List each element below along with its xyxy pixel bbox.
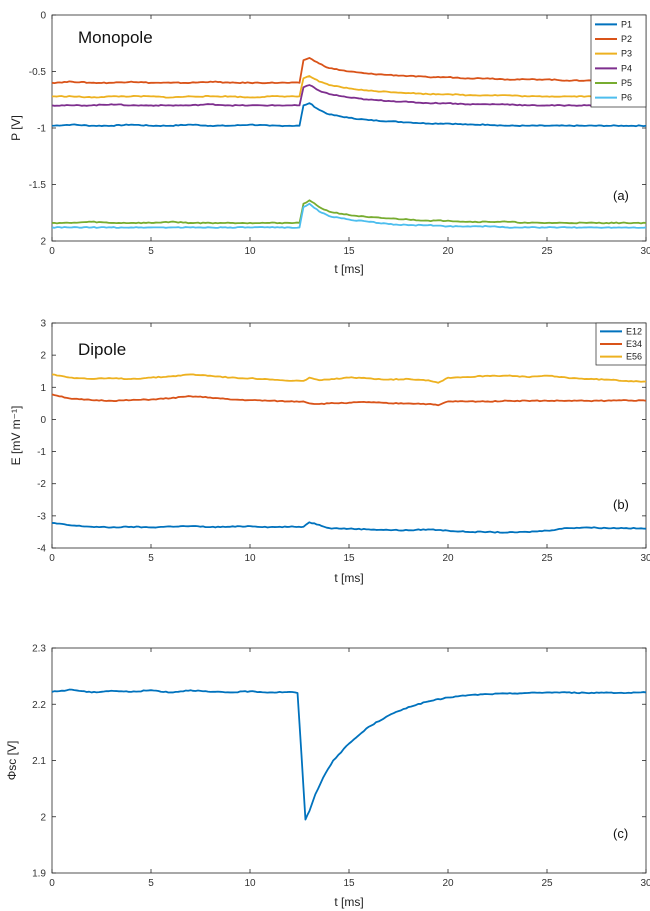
- x-tick-label: 20: [442, 246, 454, 257]
- legend-box: [590, 14, 647, 108]
- x-tick-label: 10: [244, 878, 256, 889]
- x-tick-label: 30: [640, 246, 650, 257]
- chart-panel-1: 0 5 10 15 20 25 30 0 -0.5 -1 -1.5 2 t [ms] P [V] Monop…: [9, 11, 650, 277]
- series-line-p1: [51, 102, 647, 128]
- plot-area: [51, 322, 647, 549]
- y-tick-label: 2: [40, 812, 46, 823]
- x-tick-label: 5: [148, 878, 154, 889]
- x-tick-label: 20: [442, 553, 454, 564]
- x-tick-label: 5: [148, 246, 154, 257]
- y-tick-label: -1: [37, 124, 46, 135]
- y-axis-label: Φsc [V]: [5, 741, 19, 781]
- series-line-p4: [51, 84, 647, 107]
- y-tick-label: -0.5: [29, 67, 47, 78]
- y-tick-label: -2: [37, 479, 46, 490]
- legend-label-p3: P3: [621, 49, 632, 59]
- x-tick-label: 30: [640, 553, 650, 564]
- x-tick-label: 0: [49, 553, 55, 564]
- series-line-e12: [51, 521, 647, 534]
- y-tick-label: -1.5: [29, 180, 47, 191]
- chart-title: Dipole: [78, 340, 126, 359]
- series-line-p3: [51, 75, 647, 99]
- legend-label-p2: P2: [621, 34, 632, 44]
- x-tick-label: 10: [244, 246, 256, 257]
- x-tick-label: 15: [343, 246, 355, 257]
- y-tick-label: 0: [40, 415, 46, 426]
- y-tick-label: 2: [40, 351, 46, 362]
- y-tick-label: -4: [37, 544, 46, 555]
- x-axis-label: t [ms]: [334, 895, 363, 909]
- y-tick-label: 2: [40, 237, 46, 248]
- x-tick-label: 15: [343, 553, 355, 564]
- x-tick-label: 15: [343, 878, 355, 889]
- series-line-p2: [51, 57, 647, 85]
- x-tick-label: 25: [541, 878, 553, 889]
- plot-area: [51, 647, 647, 874]
- series-line-e34: [51, 393, 647, 407]
- x-axis-label: t [ms]: [334, 262, 363, 276]
- series-line-phisc: [51, 688, 647, 821]
- x-tick-label: 5: [148, 553, 154, 564]
- series-line-p5: [51, 199, 647, 225]
- legend-label-p4: P4: [621, 63, 632, 73]
- y-tick-label: 0: [40, 11, 46, 22]
- panel-label: (c): [613, 826, 628, 841]
- chart-panel-3: 0 5 10 15 20 25 30 2.3 2.2 2.1 2 1.9 t [ms] Φsc [V] (c…: [5, 644, 650, 910]
- chart-title: Monopole: [78, 28, 153, 47]
- y-axis-label: P [V]: [9, 115, 23, 141]
- x-tick-label: 0: [49, 878, 55, 889]
- legend-label-p1: P1: [621, 19, 632, 29]
- legend: P1 P2 P3 P4 P5 P6: [590, 14, 647, 108]
- y-tick-label: 2.2: [32, 700, 46, 711]
- x-tick-label: 20: [442, 878, 454, 889]
- legend: E12 E34 E56: [595, 322, 647, 366]
- panel-label: (b): [613, 497, 629, 512]
- plot-area: [51, 14, 647, 242]
- y-tick-label: 3: [40, 319, 46, 330]
- legend-label-e56: E56: [626, 352, 642, 362]
- series-line-p6: [51, 202, 647, 229]
- legend-label-e34: E34: [626, 339, 642, 349]
- y-tick-label: -1: [37, 447, 46, 458]
- series-line-e56: [51, 373, 647, 384]
- legend-label-p6: P6: [621, 93, 632, 103]
- x-tick-label: 25: [541, 553, 553, 564]
- x-tick-label: 30: [640, 878, 650, 889]
- panel-label: (a): [613, 188, 629, 203]
- y-tick-label: 2.1: [32, 756, 46, 767]
- y-tick-label: 2.3: [32, 644, 46, 655]
- y-axis-label: E [mV m⁻¹]: [9, 406, 23, 466]
- legend-label-p5: P5: [621, 78, 632, 88]
- y-tick-label: 1.9: [32, 869, 46, 880]
- y-tick-label: -3: [37, 511, 46, 522]
- x-tick-label: 10: [244, 553, 256, 564]
- x-tick-label: 25: [541, 246, 553, 257]
- y-tick-label: 1: [40, 383, 46, 394]
- x-tick-label: 0: [49, 246, 55, 257]
- x-axis-label: t [ms]: [334, 571, 363, 585]
- legend-label-e12: E12: [626, 326, 642, 336]
